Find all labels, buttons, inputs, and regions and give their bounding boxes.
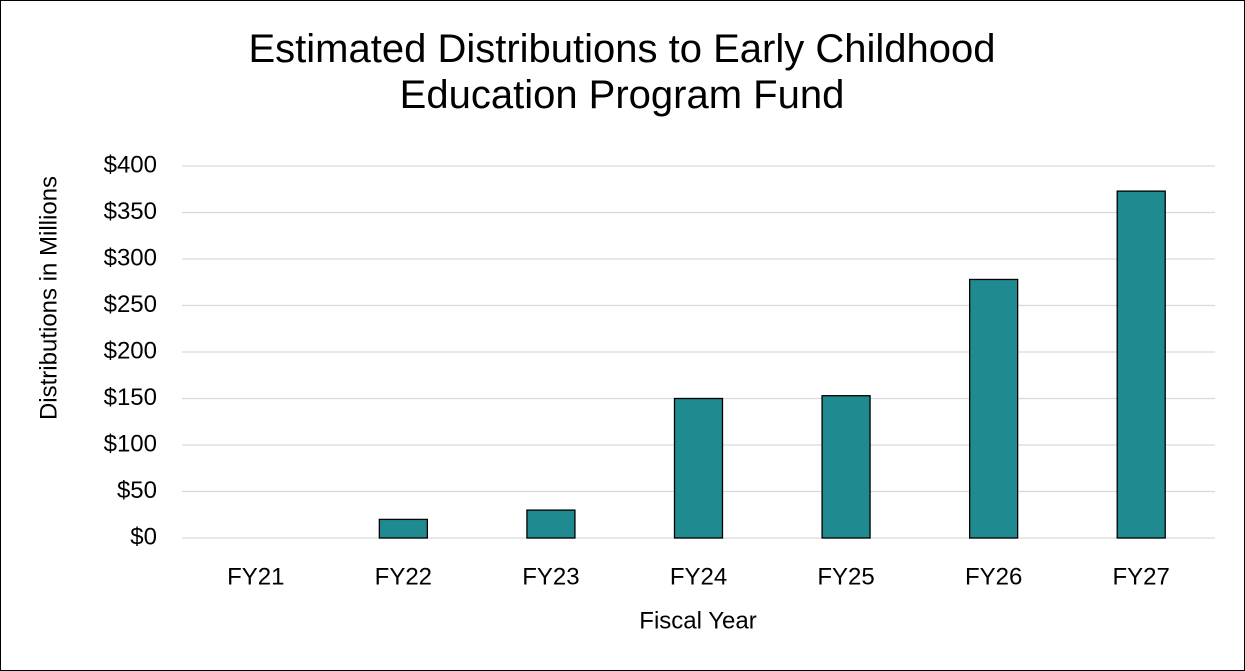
bar: [821, 395, 871, 539]
bar: [1116, 190, 1166, 539]
y-tick-label: $350: [104, 198, 157, 225]
x-tick-label: FY21: [227, 563, 284, 590]
y-tick-label: $100: [104, 430, 157, 457]
y-tick-label: $250: [104, 291, 157, 318]
y-tick-label: $150: [104, 384, 157, 411]
y-axis-label: Distributions in Millions: [35, 176, 62, 420]
y-tick-label: $200: [104, 337, 157, 364]
chart-title: Estimated Distributions to Early Childho…: [248, 27, 996, 117]
x-tick-label: FY27: [1113, 563, 1170, 590]
bar: [526, 509, 576, 539]
x-tick-label: FY22: [375, 563, 432, 590]
bar: [968, 278, 1019, 539]
x-tick-label: FY23: [522, 563, 579, 590]
x-tick-label: FY26: [965, 563, 1022, 590]
x-tick-label: FY24: [670, 563, 727, 590]
bar: [673, 397, 724, 539]
y-tick-label: $0: [130, 523, 157, 550]
bar: [378, 518, 429, 539]
x-tick-label: FY25: [817, 563, 874, 590]
y-tick-label: $50: [117, 477, 157, 504]
y-tick-label: $400: [104, 151, 157, 178]
y-tick-label: $300: [104, 244, 157, 271]
x-axis-label: Fiscal Year: [639, 607, 756, 634]
